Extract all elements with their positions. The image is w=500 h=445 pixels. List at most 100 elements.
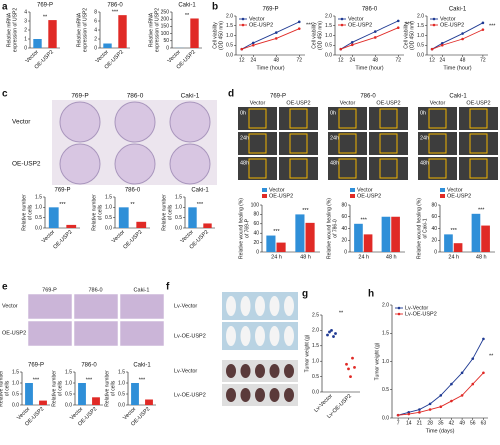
- wound-gap: [428, 158, 447, 179]
- bar: [453, 243, 463, 252]
- x-tick-label: 28: [427, 420, 433, 426]
- point: [350, 41, 354, 44]
- y-tick-label: 200: [161, 17, 170, 23]
- legend-label: Vector: [357, 187, 373, 193]
- wound-gap: [379, 133, 398, 154]
- y-axis-label: Relative mRNA: [76, 12, 82, 47]
- y-tick-label: 1.0: [118, 380, 125, 386]
- significance: ***: [405, 22, 412, 28]
- legend-label: Lv-OE-USP2: [405, 311, 437, 317]
- legend-label: Vector: [269, 187, 285, 193]
- x-tick-label: OE-USP2: [52, 229, 73, 250]
- y-tick-label: 0: [24, 45, 27, 51]
- bar: [48, 20, 57, 48]
- wound-photo: [328, 132, 367, 155]
- y-axis-label: expression of USP2: [12, 8, 18, 52]
- bar: [92, 397, 100, 405]
- dot: [328, 330, 331, 334]
- significance: ***: [361, 217, 368, 223]
- tumor-item: [226, 364, 236, 378]
- y-axis-label: Relative wound healing (%): [238, 198, 244, 259]
- y-tick-label: 1.5: [226, 23, 233, 29]
- point: [439, 405, 443, 409]
- y-axis-label: Tumor weight (g): [304, 334, 310, 372]
- y-tick-label: 1.0: [12, 380, 19, 386]
- chart-title: 786-0: [362, 7, 378, 13]
- column-label: Caki-1: [134, 287, 150, 293]
- y-tick-label: 4: [24, 9, 27, 15]
- point: [430, 47, 434, 51]
- bar: [354, 223, 363, 252]
- dish-photo: [114, 101, 156, 143]
- y-axis-label: of cells: [57, 380, 63, 396]
- panel-letter: f: [166, 282, 170, 293]
- y-axis-label: Tumor weight (g): [374, 342, 380, 380]
- y-tick-label: 1.0: [226, 33, 233, 39]
- point: [274, 31, 278, 34]
- y-tick-label: 0: [166, 45, 169, 51]
- tumor-item: [226, 326, 236, 346]
- bar: [103, 43, 112, 48]
- bar: [131, 383, 139, 405]
- y-tick-label: 0: [256, 249, 259, 255]
- tumor-item: [269, 388, 280, 402]
- wound-photo: [238, 132, 277, 155]
- y-axis-label: of cells: [97, 204, 103, 220]
- x-tick-label: 7: [397, 420, 400, 426]
- y-tick-label: 1.0: [65, 380, 72, 386]
- y-tick-label: 250: [161, 9, 170, 15]
- y-axis-label: Cell viability: [403, 22, 409, 49]
- bar: [118, 15, 127, 48]
- y-tick-label: 80: [431, 202, 437, 208]
- wound-photo: [369, 157, 408, 180]
- series-line: [241, 21, 300, 50]
- wound-gap: [289, 158, 308, 179]
- wound-gap: [248, 133, 267, 154]
- wound-gap: [469, 133, 488, 154]
- legend-label: OE-USP2: [269, 193, 293, 199]
- x-tick-label: 48 h: [476, 254, 487, 260]
- y-tick-label: 1.5: [35, 194, 42, 200]
- point: [428, 408, 432, 411]
- series-line: [241, 28, 300, 50]
- bar: [444, 234, 453, 252]
- bar: [481, 225, 490, 252]
- x-tick-label: 48: [372, 57, 378, 63]
- x-tick-label: 35: [438, 420, 444, 426]
- point: [396, 26, 400, 30]
- tumor-item: [240, 326, 251, 346]
- row-label: 0h: [330, 110, 336, 116]
- x-tick-label: 24: [439, 57, 445, 63]
- x-axis-label: Time (hour): [256, 65, 284, 71]
- row-label: 0h: [240, 110, 246, 116]
- y-tick-label: 0.0: [382, 415, 389, 421]
- x-tick-label: 72: [480, 57, 486, 63]
- x-tick-label: 24 h: [271, 254, 282, 260]
- panel-letter: h: [368, 289, 374, 300]
- x-tick-label: 24 h: [448, 254, 459, 260]
- x-tick-label: 56: [470, 420, 476, 426]
- y-tick-label: 40: [253, 231, 259, 237]
- panel-letter: d: [228, 89, 234, 100]
- y-tick-label: 0: [94, 45, 97, 51]
- row-label: Lv-Vector: [174, 303, 197, 309]
- y-tick-label: 0.5: [12, 391, 19, 397]
- y-axis-label: (OD 450 nm): [317, 21, 323, 50]
- y-tick-label: 2.0: [312, 328, 319, 334]
- y-axis-label: (OD 450 nm): [409, 21, 415, 50]
- y-axis-label: (OD 450 nm): [218, 21, 224, 50]
- wound-gap: [248, 108, 267, 129]
- y-axis-label: of 769-P: [244, 218, 250, 238]
- chart-title: 786-0: [107, 3, 123, 9]
- significance: ***: [33, 377, 40, 383]
- wound-gap: [289, 133, 308, 154]
- bar: [391, 216, 400, 252]
- series-line: [431, 29, 484, 50]
- legend-label: OE-USP2: [357, 193, 381, 199]
- y-axis-label: Relative number: [0, 370, 4, 407]
- point: [251, 43, 255, 47]
- significance: **: [489, 353, 494, 359]
- panel-letter: b: [212, 2, 218, 13]
- y-tick-label: 6: [94, 18, 97, 24]
- panel-letter: e: [2, 282, 8, 293]
